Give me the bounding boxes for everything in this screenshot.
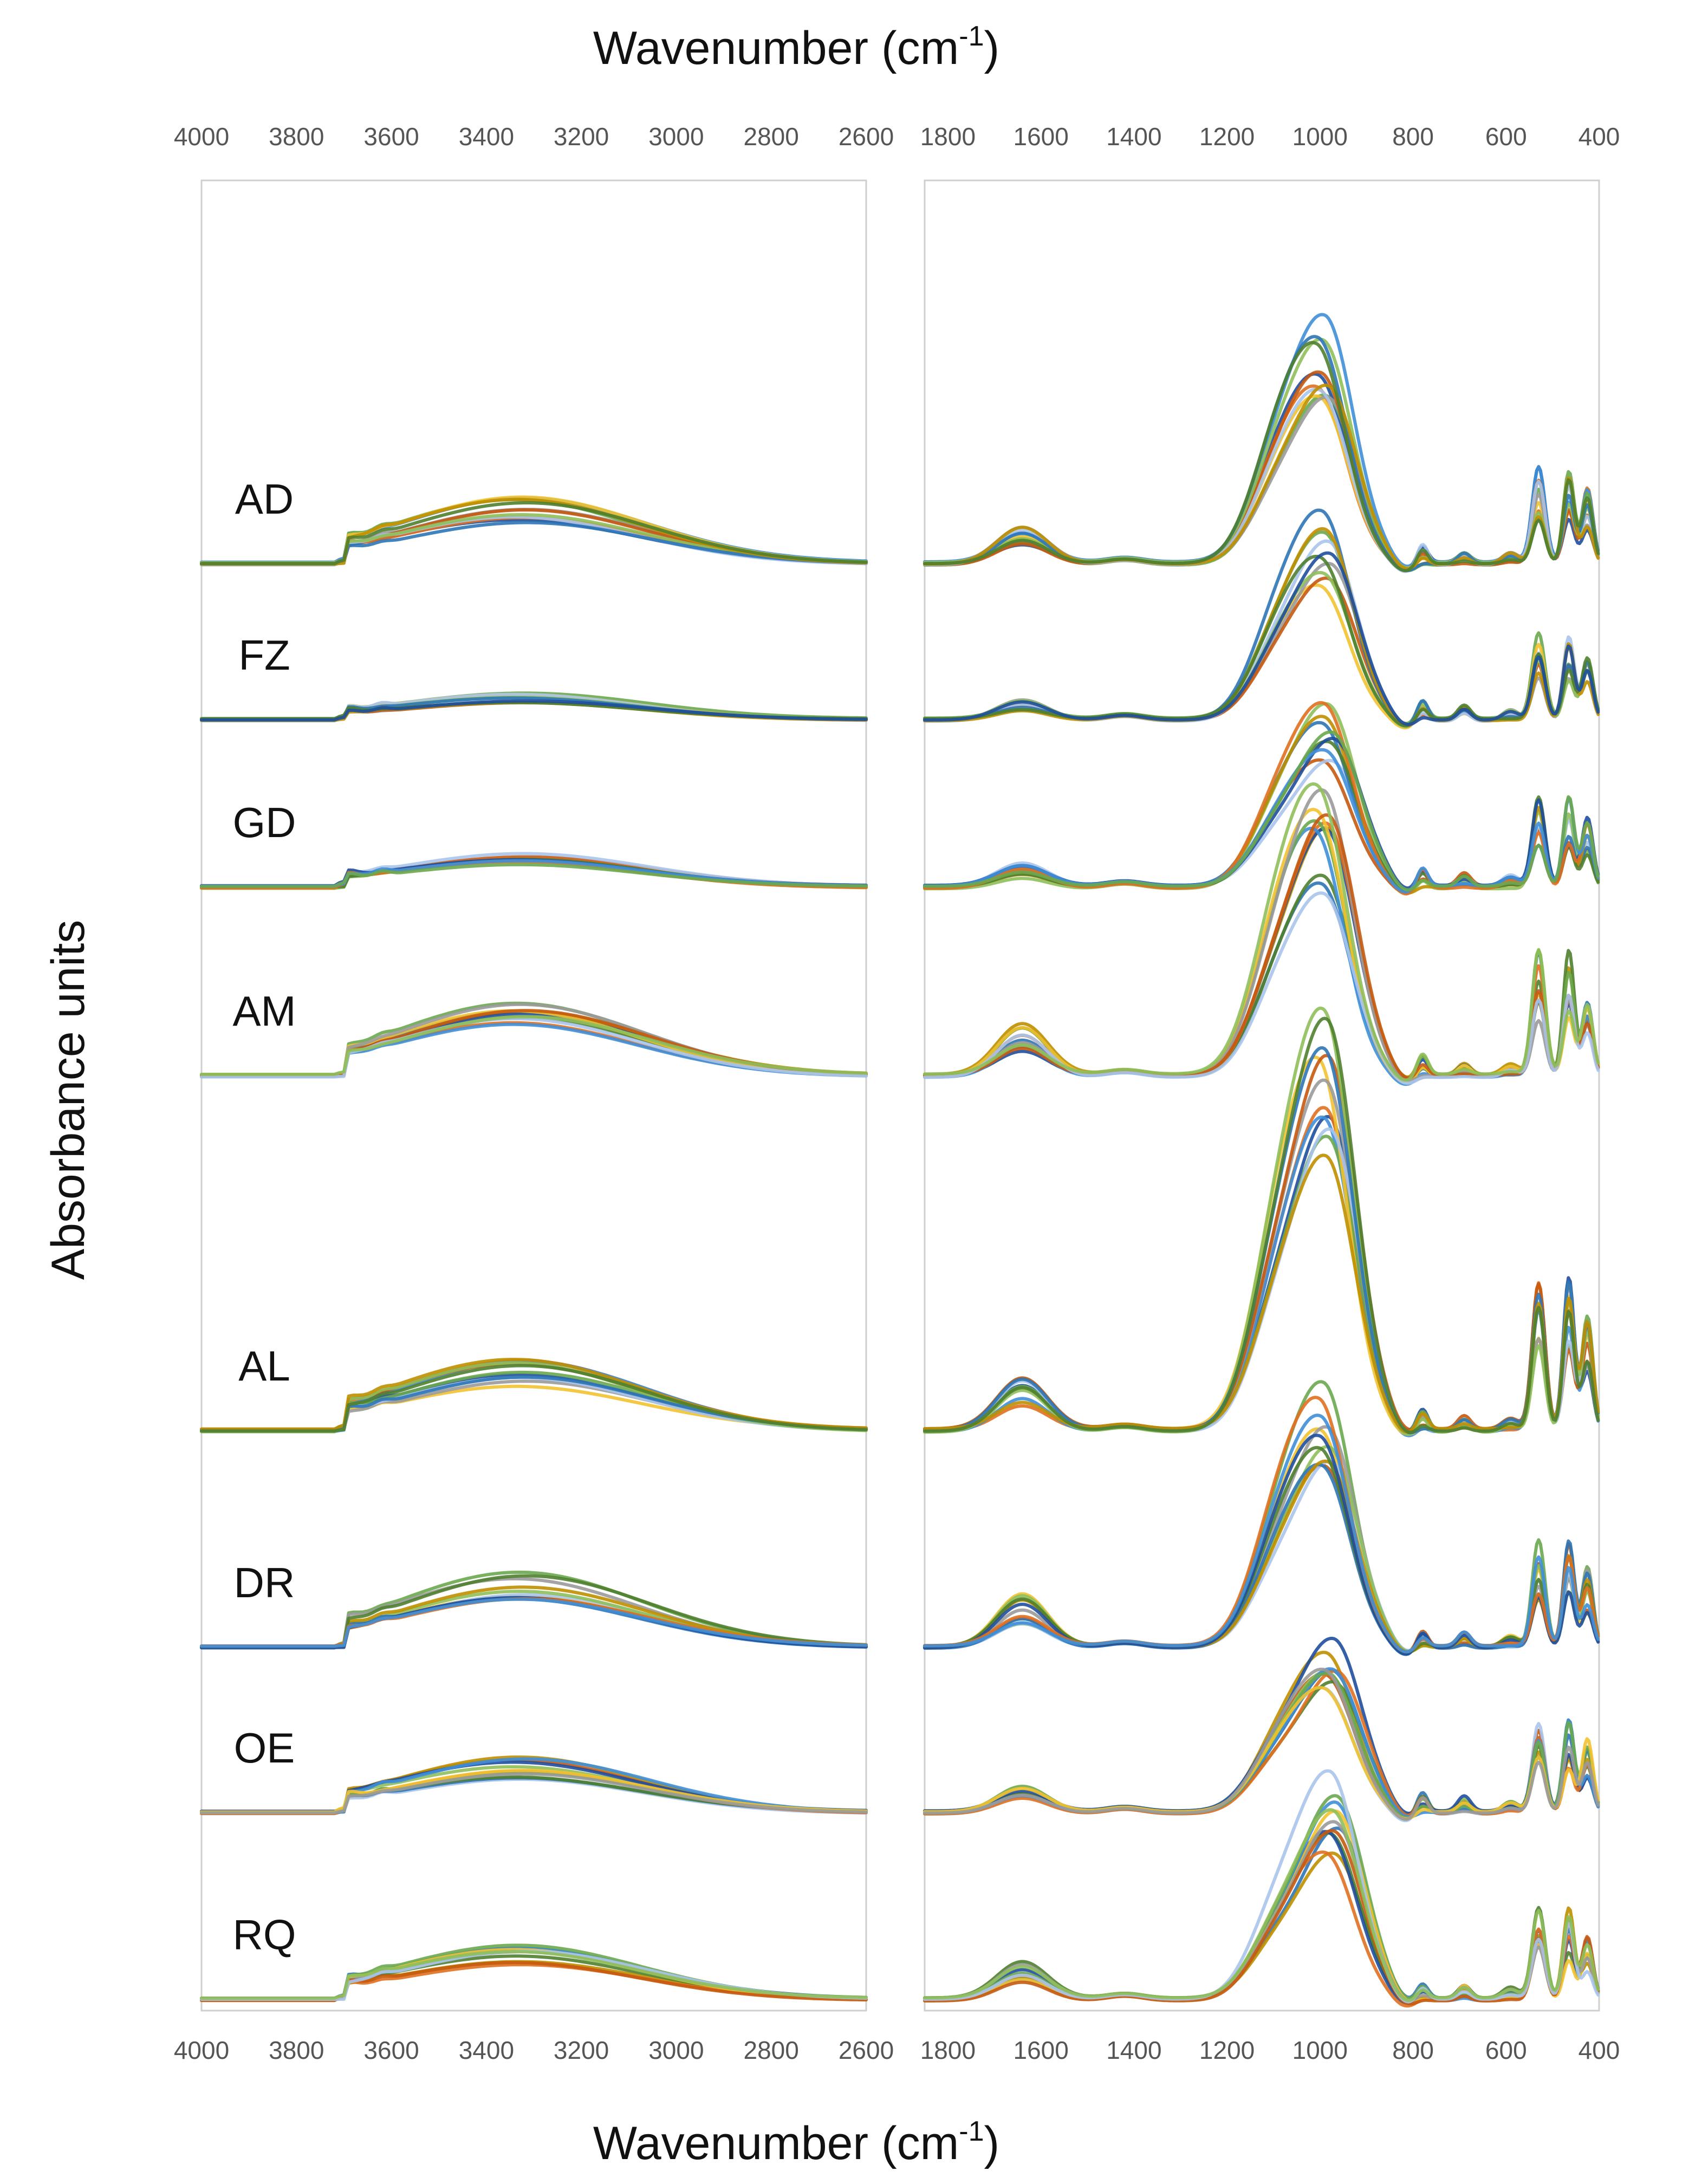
- bottom-tick-label: 3800: [269, 2036, 324, 2064]
- sample-label-ad: AD: [235, 475, 294, 523]
- sample-labels: AD FZ GD AM AL DR OE RQ: [233, 475, 296, 1959]
- trace-rq-oh-12: [200, 1950, 868, 2000]
- top-tick-label: 400: [1578, 122, 1620, 151]
- sample-label-al: AL: [238, 1342, 290, 1390]
- trace-dr-oh-12: [200, 1597, 868, 1648]
- sample-label-fz: FZ: [238, 631, 290, 679]
- top-tick-label: 3000: [648, 122, 704, 151]
- trace-fz-oh-10: [200, 699, 868, 722]
- bottom-tick-label: 800: [1392, 2036, 1434, 2064]
- bottom-tick-label: 3200: [554, 2036, 609, 2064]
- trace-al-fingerprint-11: [923, 1153, 1600, 1434]
- bottom-axis-title: Wavenumber (cm-1): [593, 2116, 999, 2169]
- spectra-traces: [200, 313, 1600, 2008]
- trace-am-oh-12: [200, 1015, 868, 1076]
- trace-gd-fingerprint-10: [923, 730, 1600, 892]
- y-axis-title: Absorbance units: [42, 920, 94, 1280]
- bottom-tick-label: 1000: [1292, 2036, 1348, 2064]
- top-axis-title: Wavenumber (cm-1): [593, 21, 999, 74]
- bottom-tick-label: 1200: [1199, 2036, 1255, 2064]
- trace-am-oh-11: [200, 1017, 868, 1079]
- trace-rq-oh-10: [200, 1961, 868, 2002]
- right-panel-frame: [924, 179, 1600, 2012]
- trace-al-oh-11: [200, 1358, 868, 1431]
- top-tick-label: 3400: [459, 122, 514, 151]
- bottom-tick-label: 1600: [1014, 2036, 1069, 2064]
- top-tick-label: 2800: [744, 122, 799, 151]
- sample-label-rq: RQ: [233, 1911, 296, 1959]
- bottom-tick-label: 4000: [174, 2036, 229, 2064]
- top-tick-label: 3600: [363, 122, 419, 151]
- top-tick-label: 1200: [1199, 122, 1255, 151]
- trace-al-fingerprint-12: [923, 1016, 1600, 1434]
- top-tick-label: 1800: [920, 122, 976, 151]
- top-tick-label: 3200: [554, 122, 609, 151]
- bottom-tick-label: 600: [1485, 2036, 1527, 2064]
- trace-fz-fingerprint-5: [923, 539, 1600, 727]
- bottom-tick-label: 1800: [920, 2036, 976, 2064]
- sample-label-oe: OE: [234, 1724, 295, 1772]
- top-tick-label: 1600: [1014, 122, 1069, 151]
- trace-rq-fingerprint-10: [923, 1829, 1600, 2006]
- trace-oe-oh-12: [200, 1772, 868, 1814]
- bottom-tick-label: 1400: [1106, 2036, 1161, 2064]
- trace-ad-fingerprint-12: [923, 341, 1600, 573]
- tick-labels: 4000 4000 3800 3800 3600 3600 3400 3400 3200 3200…: [174, 122, 1620, 2064]
- bottom-tick-label: 3600: [363, 2036, 419, 2064]
- top-tick-label: 1400: [1106, 122, 1161, 151]
- trace-am-fingerprint-12: [923, 782, 1600, 1082]
- trace-al-oh-12: [200, 1364, 868, 1433]
- trace-dr-fingerprint-10: [923, 1434, 1600, 1656]
- sample-label-gd: GD: [233, 799, 296, 846]
- trace-ad-oh-10: [200, 521, 868, 566]
- trace-al-fingerprint-10: [923, 1046, 1600, 1435]
- sample-label-am: AM: [233, 987, 296, 1035]
- sample-label-dr: DR: [234, 1559, 295, 1606]
- bottom-tick-label: 2800: [744, 2036, 799, 2064]
- trace-gd-fingerprint-8: [923, 701, 1600, 896]
- trace-rq-fingerprint-12: [923, 1808, 1600, 2002]
- top-tick-label: 800: [1392, 122, 1434, 151]
- bottom-tick-label: 3000: [648, 2036, 704, 2064]
- top-tick-label: 2600: [839, 122, 894, 151]
- trace-ad-oh-12: [200, 501, 868, 566]
- bottom-tick-label: 3400: [459, 2036, 514, 2064]
- bottom-tick-label: 2600: [839, 2036, 894, 2064]
- trace-fz-fingerprint-10: [923, 551, 1600, 727]
- trace-dr-fingerprint-12: [923, 1414, 1600, 1654]
- top-tick-label: 600: [1485, 122, 1527, 151]
- left-panel-frame: [200, 179, 867, 2012]
- bottom-tick-label: 400: [1578, 2036, 1620, 2064]
- trace-gd-oh-10: [200, 863, 868, 889]
- trace-dr-fingerprint-11: [923, 1396, 1600, 1654]
- trace-am-fingerprint-11: [923, 891, 1600, 1085]
- trace-oe-fingerprint-12: [923, 1668, 1600, 1821]
- top-tick-label: 4000: [174, 122, 229, 151]
- top-tick-label: 1000: [1292, 122, 1348, 151]
- top-tick-label: 3800: [269, 122, 324, 151]
